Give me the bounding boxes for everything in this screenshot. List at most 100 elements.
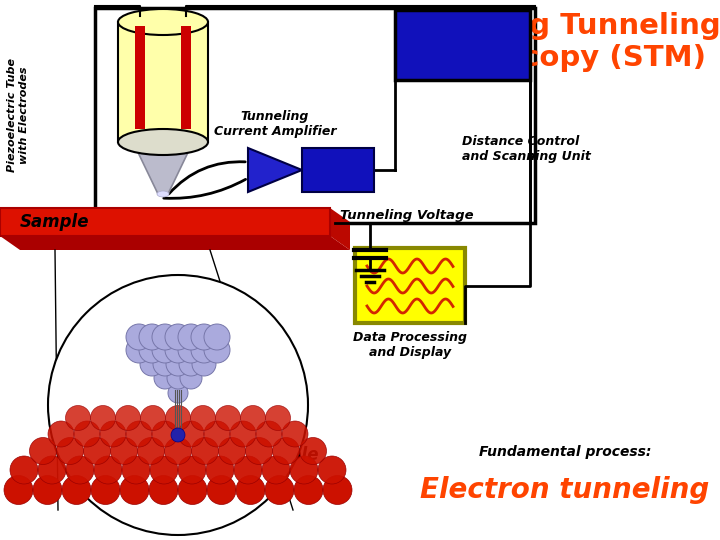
Circle shape (262, 456, 290, 484)
Circle shape (204, 324, 230, 350)
Circle shape (153, 352, 177, 376)
Circle shape (294, 476, 323, 504)
Text: Fundamental process:: Fundamental process: (479, 445, 651, 459)
Circle shape (215, 406, 240, 430)
Circle shape (323, 476, 352, 504)
Circle shape (91, 476, 120, 504)
Circle shape (30, 437, 56, 464)
Circle shape (178, 337, 204, 363)
Circle shape (100, 421, 126, 447)
Polygon shape (330, 208, 350, 250)
Circle shape (290, 456, 318, 484)
Circle shape (179, 352, 203, 376)
Polygon shape (0, 236, 350, 250)
Text: Data Processing
and Display: Data Processing and Display (353, 331, 467, 359)
Circle shape (126, 421, 152, 447)
Circle shape (191, 337, 217, 363)
Circle shape (4, 476, 33, 504)
Circle shape (84, 437, 110, 464)
Text: Scanning Tunneling
Microscopy (STM): Scanning Tunneling Microscopy (STM) (399, 12, 720, 72)
Circle shape (74, 421, 100, 447)
Circle shape (180, 367, 202, 389)
Circle shape (48, 421, 74, 447)
Circle shape (62, 476, 91, 504)
Circle shape (152, 324, 178, 350)
Circle shape (126, 324, 152, 350)
Ellipse shape (118, 9, 208, 35)
Bar (95, 8, 535, 223)
Circle shape (120, 476, 149, 504)
Circle shape (191, 406, 215, 430)
Circle shape (192, 352, 216, 376)
Circle shape (204, 421, 230, 447)
Circle shape (178, 324, 204, 350)
Circle shape (10, 456, 38, 484)
Bar (0, 208, 330, 236)
Circle shape (66, 406, 91, 430)
Circle shape (206, 456, 234, 484)
Circle shape (318, 456, 346, 484)
Circle shape (236, 476, 265, 504)
Circle shape (94, 456, 122, 484)
Circle shape (166, 352, 190, 376)
Circle shape (91, 406, 115, 430)
Circle shape (178, 476, 207, 504)
Circle shape (230, 421, 256, 447)
Circle shape (164, 437, 192, 464)
Circle shape (246, 437, 272, 464)
Circle shape (140, 406, 166, 430)
Circle shape (152, 421, 178, 447)
Bar (355, 248, 465, 323)
Circle shape (139, 337, 165, 363)
Circle shape (66, 456, 94, 484)
Circle shape (149, 476, 178, 504)
Text: Sample: Sample (250, 446, 320, 464)
Ellipse shape (157, 191, 169, 197)
Circle shape (272, 437, 300, 464)
Bar (302, 148, 374, 192)
Circle shape (282, 421, 308, 447)
Circle shape (150, 456, 178, 484)
Circle shape (139, 324, 165, 350)
Circle shape (138, 437, 164, 464)
Bar (395, 10, 530, 80)
Bar (181, 26, 191, 129)
Circle shape (240, 406, 266, 430)
Polygon shape (248, 148, 302, 192)
Circle shape (234, 456, 262, 484)
Circle shape (122, 456, 150, 484)
Circle shape (178, 421, 204, 447)
Circle shape (265, 476, 294, 504)
Circle shape (204, 337, 230, 363)
Circle shape (166, 406, 191, 430)
Text: Distance Control
and Scanning Unit: Distance Control and Scanning Unit (462, 135, 591, 163)
Text: Electron tunneling: Electron tunneling (420, 476, 710, 504)
Circle shape (266, 406, 290, 430)
Polygon shape (133, 142, 193, 194)
Circle shape (154, 367, 176, 389)
Circle shape (126, 337, 152, 363)
Circle shape (165, 324, 191, 350)
Bar (118, 22, 208, 142)
Circle shape (256, 421, 282, 447)
Circle shape (168, 383, 188, 403)
Circle shape (218, 437, 246, 464)
Circle shape (56, 437, 84, 464)
Circle shape (178, 456, 206, 484)
Text: Piezoelectric Tube
with Electrodes: Piezoelectric Tube with Electrodes (7, 58, 29, 172)
Text: Sample: Sample (20, 213, 90, 231)
Circle shape (33, 476, 62, 504)
Circle shape (207, 476, 236, 504)
Circle shape (140, 352, 164, 376)
Text: Tunneling Voltage: Tunneling Voltage (340, 208, 474, 221)
Circle shape (300, 437, 326, 464)
Ellipse shape (118, 129, 208, 155)
Circle shape (167, 367, 189, 389)
Bar (135, 26, 145, 129)
Circle shape (115, 406, 140, 430)
Circle shape (38, 456, 66, 484)
Circle shape (48, 275, 308, 535)
Text: Tunneling
Current Amplifier: Tunneling Current Amplifier (214, 110, 336, 138)
Circle shape (165, 337, 191, 363)
Text: Tip: Tip (240, 351, 269, 369)
